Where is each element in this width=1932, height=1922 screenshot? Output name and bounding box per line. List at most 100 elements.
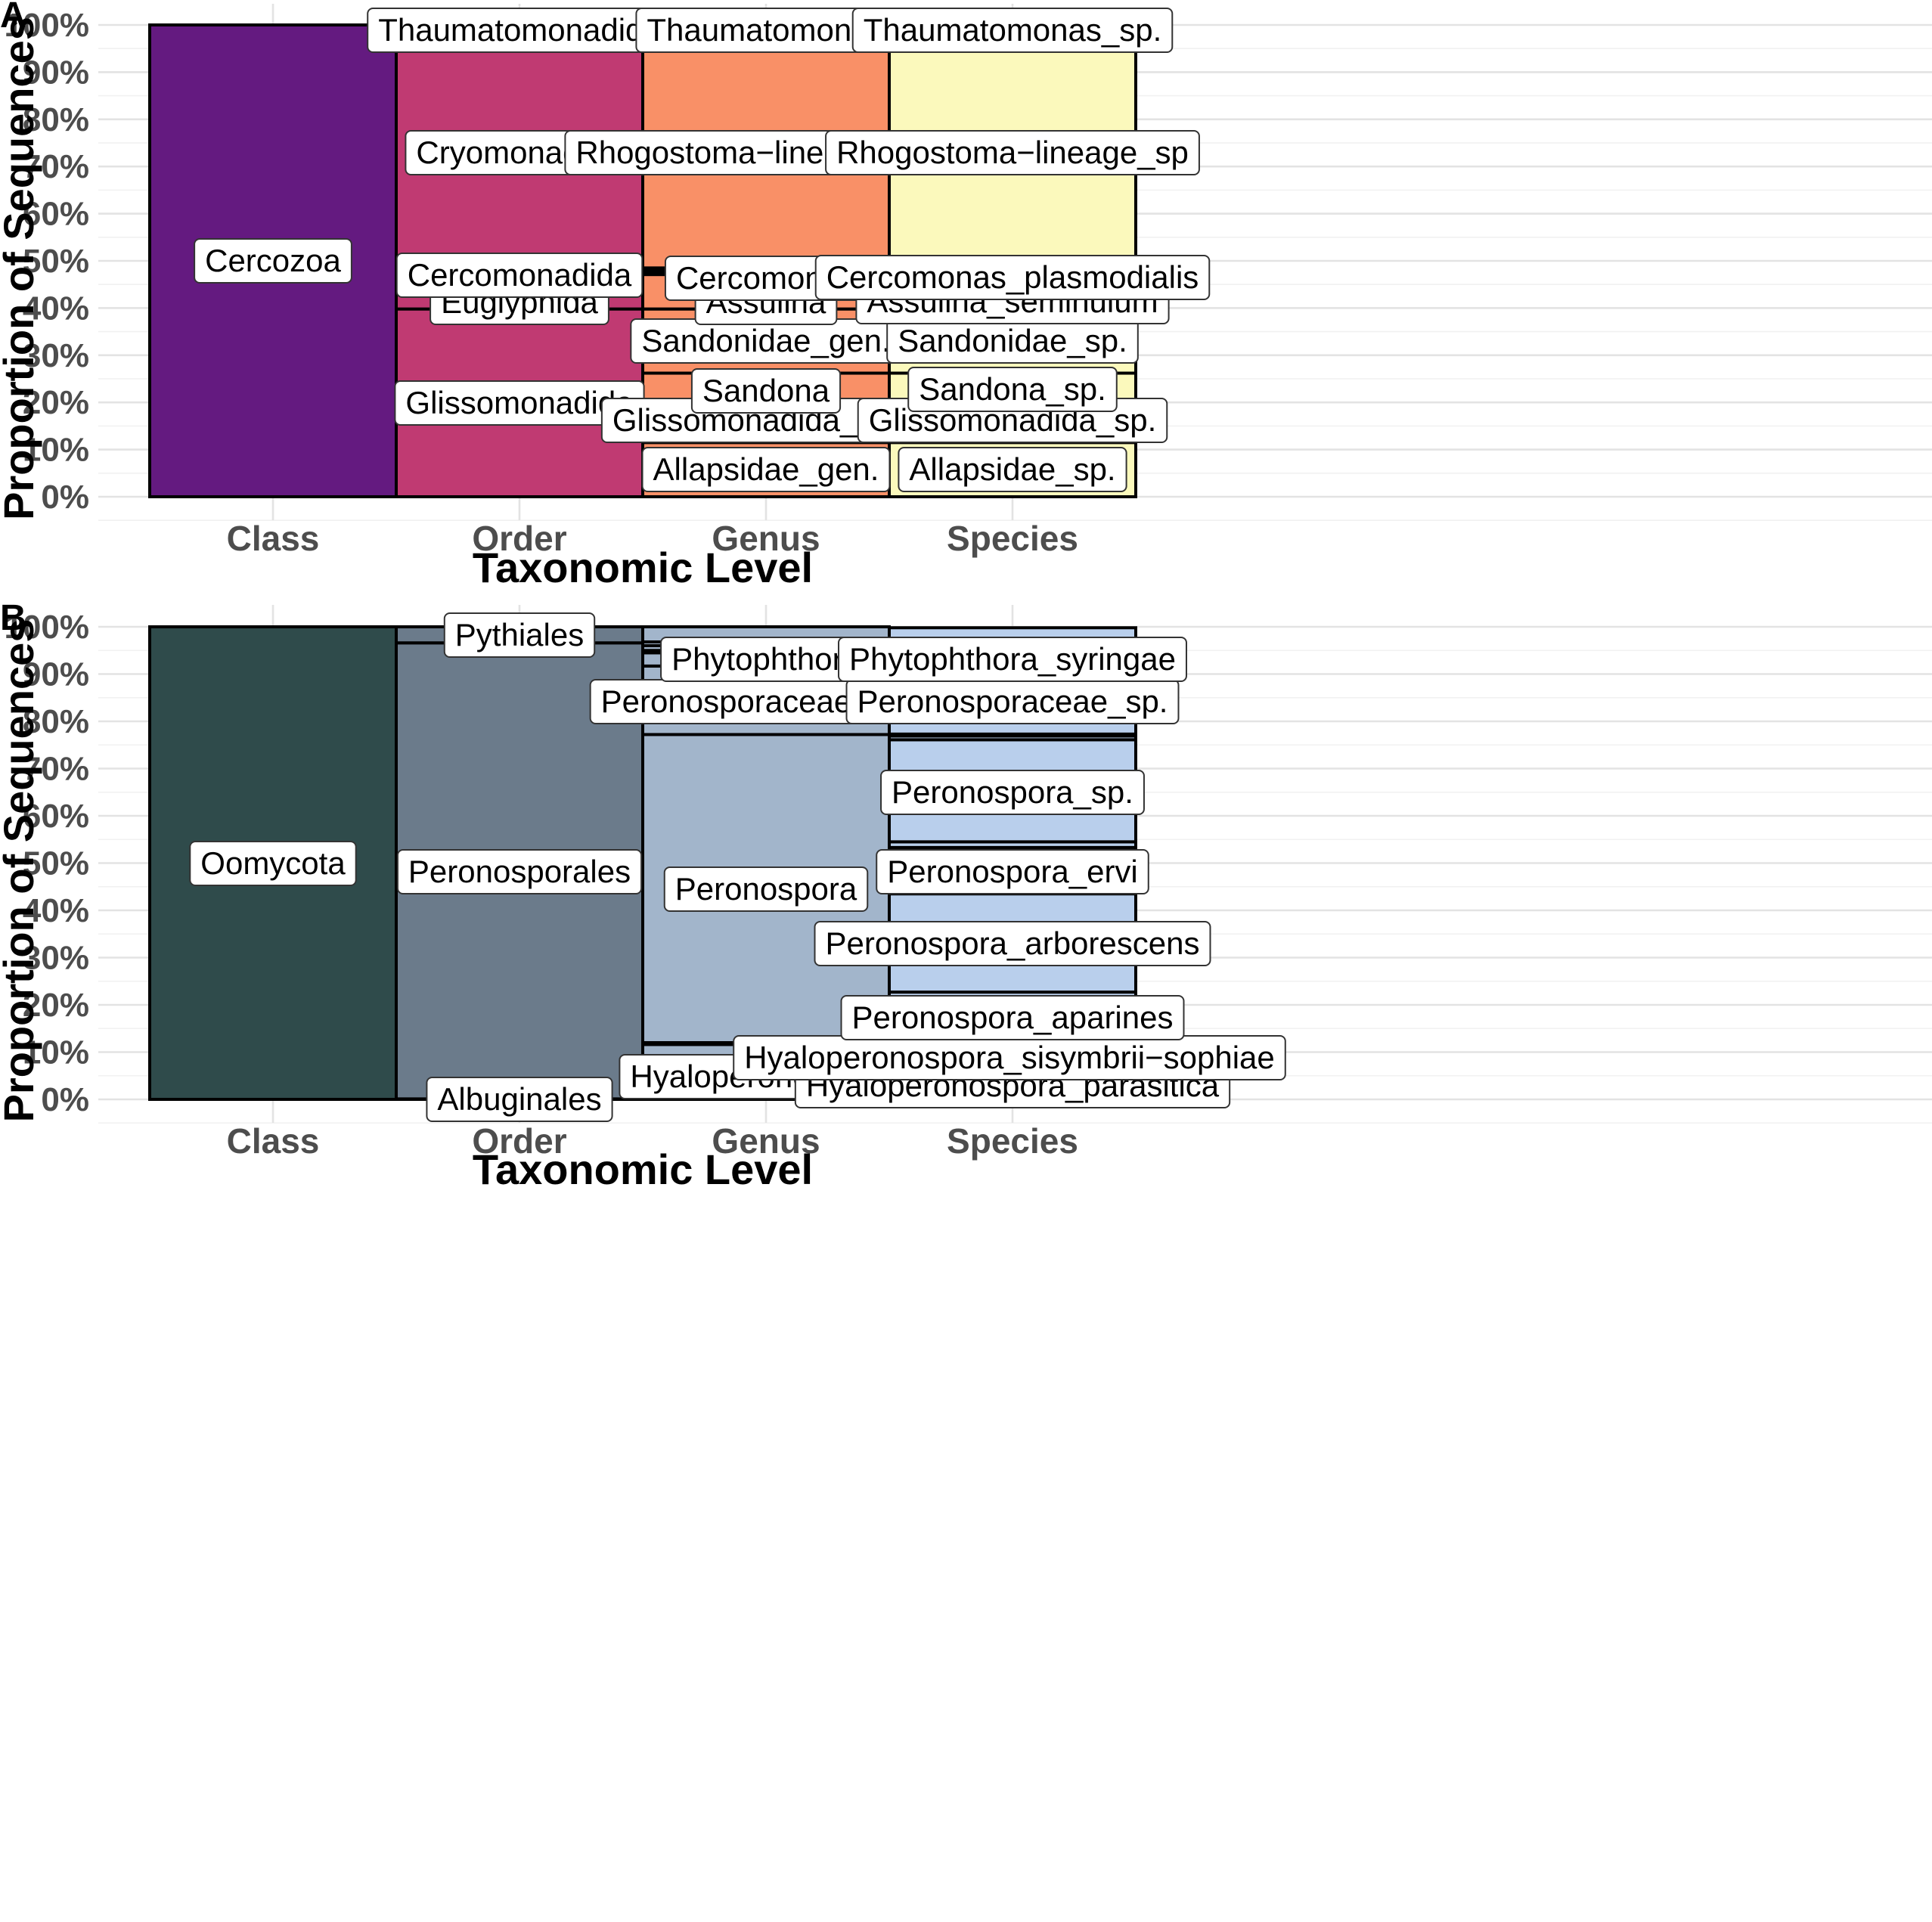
segment-label: Peronosporales bbox=[396, 849, 643, 894]
segment-label: Sandonidae_gen. bbox=[630, 318, 902, 364]
y-tick-label: 20% bbox=[23, 987, 89, 1024]
segment-label: Phytophthora_syringae bbox=[838, 637, 1187, 682]
x-tick-label-genus: Genus bbox=[712, 519, 820, 558]
panel-b-chart: 0%10%20%30%40%50%60%70%80%90%100% Class O… bbox=[0, 598, 1932, 1193]
y-tick-label: 70% bbox=[23, 751, 89, 788]
segment-label-text: Allapsidae_sp. bbox=[909, 451, 1115, 487]
segment-label-text: Peronosporaceae_sp. bbox=[857, 684, 1168, 719]
y-tick-label: 20% bbox=[23, 384, 89, 421]
x-tick-label-order: Order bbox=[472, 1121, 566, 1161]
x-tick-label-order: Order bbox=[472, 519, 566, 558]
segment-label-text: Pythiales bbox=[455, 617, 584, 653]
segment-label-box bbox=[189, 841, 357, 886]
panel-a-chart: 0% 10% 20% 30% 40% 50% 60% 70% 80% 90% 100% Class O… bbox=[0, 0, 1932, 591]
segment-label-text: Thaumatomonas bbox=[647, 12, 885, 48]
panel-a-y-ticks: 0% 10% 20% 30% 40% 50% 60% 70% 80% 90% 100% bbox=[4, 7, 89, 516]
segment-label: Sandona_sp. bbox=[907, 367, 1118, 412]
segment-label: Phytophthora bbox=[660, 637, 872, 682]
segment-label-text: Sandonidae_sp. bbox=[898, 323, 1127, 358]
segment-label-text: Peronospora_sp. bbox=[892, 774, 1133, 810]
segment-label-box bbox=[898, 447, 1127, 492]
panel-a-x-ticks: Class Order Genus Species bbox=[227, 519, 1078, 558]
y-tick-label: 100% bbox=[4, 609, 89, 646]
y-tick-label: 30% bbox=[23, 337, 89, 374]
panel-b-tag: B bbox=[0, 598, 26, 638]
segment-label-box bbox=[663, 866, 869, 912]
y-tick-label: 60% bbox=[23, 196, 89, 233]
y-tick-label: 50% bbox=[23, 845, 89, 882]
segment-label: Cercomonas_plasmodialis bbox=[814, 255, 1211, 300]
y-tick-label: 30% bbox=[23, 940, 89, 977]
segment-label-text: Allapsidae_gen. bbox=[653, 451, 879, 487]
segment-label-box bbox=[641, 447, 891, 492]
segment-label-text: Peronospora_arborescens bbox=[826, 925, 1200, 961]
segment-label-text: Phytophthora_syringae bbox=[849, 641, 1176, 677]
x-tick-label-species: Species bbox=[947, 1121, 1078, 1161]
y-tick-label: 60% bbox=[23, 798, 89, 835]
y-tick-label: 10% bbox=[23, 1034, 89, 1071]
y-tick-label: 80% bbox=[23, 101, 89, 138]
segment-label: Glissomonadida bbox=[394, 380, 645, 426]
segment-label: Peronospora_sp. bbox=[880, 770, 1145, 815]
segment-label-text: Peronospora bbox=[675, 871, 857, 907]
segment-label: Thaumatomonadida bbox=[367, 8, 672, 53]
segment-label-text: Phytophthora bbox=[671, 641, 861, 677]
segment-label: Sandona bbox=[690, 368, 842, 414]
segment-label-text: Peronosporales bbox=[408, 854, 631, 889]
segment-label-text: Cercozoa bbox=[205, 243, 341, 278]
x-tick-label-class: Class bbox=[227, 519, 320, 558]
segment-label: Peronospora bbox=[663, 866, 869, 912]
segment-label-text: Sandona bbox=[702, 373, 830, 408]
panel-a-tag: A bbox=[0, 0, 26, 36]
segment-label: Pythiales bbox=[443, 612, 596, 658]
x-tick-label-species: Species bbox=[947, 519, 1078, 558]
y-tick-label: 40% bbox=[23, 290, 89, 327]
panel-b-x-axis-title: Taxonomic Level bbox=[473, 1145, 813, 1193]
segment-label: Peronospora_aparines bbox=[840, 995, 1185, 1040]
segment-label-text: Hyaloperonospora_sisymbrii−sophiae bbox=[744, 1040, 1275, 1075]
segment-label: Cercomonadida bbox=[395, 253, 643, 298]
y-tick-label: 70% bbox=[23, 148, 89, 185]
segment-label-text: Cercomonadida bbox=[408, 257, 632, 293]
y-tick-label: 10% bbox=[23, 432, 89, 469]
x-tick-label-genus: Genus bbox=[712, 1121, 820, 1161]
segment-label: Cercozoa bbox=[194, 238, 352, 284]
segment-label-box bbox=[395, 253, 643, 298]
segment-label-text: Glissomonadida bbox=[405, 385, 634, 420]
segment-label-text: Oomycota bbox=[200, 845, 346, 881]
segment-label-text: Sandonidae_gen. bbox=[641, 323, 890, 358]
segment-label-text: Cercomonas_plasmodialis bbox=[826, 259, 1199, 295]
segment-label: Peronospora_arborescens bbox=[814, 921, 1211, 966]
x-tick-label-class: Class bbox=[227, 1121, 320, 1161]
segment-label-box bbox=[825, 130, 1200, 175]
panel-a-segment-labels: CercozoaGlissomonadidaEuglyphidaCercomon… bbox=[194, 8, 1211, 492]
segment-label-box bbox=[907, 367, 1118, 412]
y-tick-label: 90% bbox=[23, 54, 89, 91]
segment-label: Thaumatomonas_sp. bbox=[851, 8, 1174, 53]
y-tick-label: 80% bbox=[23, 703, 89, 740]
panel-b-y-axis-title: Proportion of Sequences bbox=[0, 619, 42, 1123]
segment-label-box bbox=[851, 8, 1174, 53]
segment-label-text: Sandona_sp. bbox=[919, 371, 1106, 407]
segment-label: Albuginales bbox=[426, 1077, 613, 1122]
segment-label-box bbox=[814, 255, 1211, 300]
panel-b-y-ticks: 0% 10% 20% 30% 40% 50% 60% 70% 80% 90% 100% bbox=[4, 609, 89, 1118]
panel-b-segment-labels: Oomycota Albuginales Peronosporales Pythial… bbox=[189, 612, 1286, 1122]
y-tick-label: 0% bbox=[41, 1081, 89, 1118]
y-tick-label: 90% bbox=[23, 656, 89, 693]
segment-label-box bbox=[838, 637, 1187, 682]
segment-label-box bbox=[690, 368, 842, 414]
segment-label-text: Thaumatomonadida bbox=[378, 12, 661, 48]
segment-label-box bbox=[396, 849, 643, 894]
segment-label-box bbox=[194, 238, 352, 284]
y-tick-label: 40% bbox=[23, 892, 89, 929]
segment-label: Allapsidae_sp. bbox=[898, 447, 1127, 492]
segment-label-box bbox=[876, 849, 1149, 894]
segment-label: Peronospora_ervi bbox=[876, 849, 1149, 894]
segment-label: Peronosporaceae_sp. bbox=[845, 679, 1180, 724]
panel-a-x-axis-title: Taxonomic Level bbox=[473, 544, 813, 591]
panel-a-y-axis-title: Proportion of Sequences bbox=[0, 17, 42, 520]
segment-label: Sandonidae_sp. bbox=[886, 318, 1139, 364]
bar-segment bbox=[888, 626, 1137, 640]
